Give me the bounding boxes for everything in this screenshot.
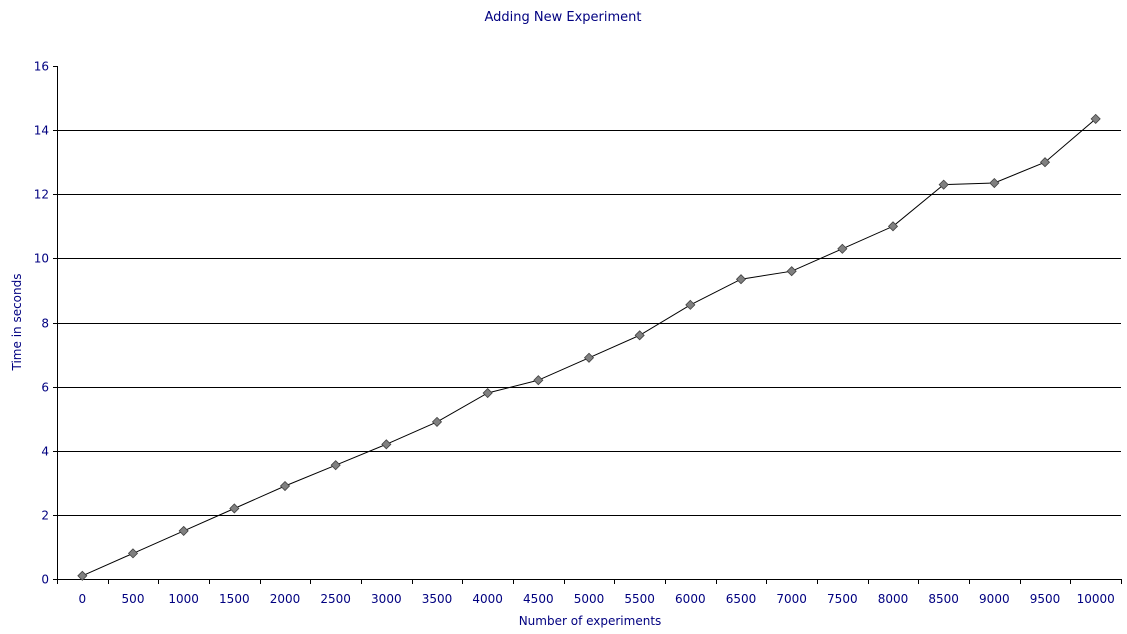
data-point (431, 416, 443, 427)
gridlines (57, 130, 1121, 516)
x-tick-label: 10000 (1077, 592, 1115, 606)
x-tick-label: 8000 (878, 592, 909, 606)
data-point (989, 177, 1000, 189)
chart-title: Adding New Experiment (484, 10, 641, 25)
data-point (229, 503, 240, 514)
x-tick-label: 1500 (219, 592, 250, 606)
data-point (330, 460, 341, 471)
data-point (583, 352, 595, 363)
y-tick-label: 0 (41, 573, 49, 587)
x-tick-label: 1000 (168, 592, 199, 606)
y-tick-label: 2 (41, 509, 49, 523)
data-point (634, 330, 645, 341)
y-tick-label: 4 (41, 445, 49, 459)
x-tick-label: 2500 (320, 592, 351, 606)
y-tick-labels: 0 2 4 6 8 10 12 14 16 (34, 60, 49, 587)
x-tick-label: 6500 (726, 592, 757, 606)
x-tick-label: 4500 (523, 592, 554, 606)
y-tick-label: 10 (34, 252, 49, 266)
data-point (938, 179, 949, 190)
x-tick-label: 6000 (675, 592, 706, 606)
data-point (1039, 157, 1051, 168)
x-tick-label: 0 (79, 592, 87, 606)
data-point (77, 570, 88, 581)
x-tick-label: 5000 (574, 592, 605, 606)
data-point (178, 525, 189, 536)
series (77, 113, 1101, 581)
x-tick-label: 8500 (928, 592, 959, 606)
data-point (1090, 113, 1101, 124)
x-tick-label: 9500 (1030, 592, 1061, 606)
y-axis-title: Time in seconds (10, 274, 24, 372)
x-tick-label: 5500 (624, 592, 655, 606)
x-axis-title: Number of experiments (519, 614, 662, 628)
data-point (381, 439, 392, 450)
data-point (533, 375, 544, 386)
y-tick-label: 6 (41, 381, 49, 395)
x-tick-label: 4000 (472, 592, 503, 606)
data-point (735, 274, 747, 285)
data-point (127, 548, 139, 559)
x-tick-label: 2000 (270, 592, 301, 606)
x-tick-label: 3500 (422, 592, 453, 606)
data-point (837, 243, 848, 254)
data-point (887, 221, 899, 232)
x-tick-label: 7000 (776, 592, 807, 606)
y-tick-label: 12 (34, 188, 49, 202)
x-tick-labels: 0 500 1000 1500 2000 2500 3000 3500 4000 4500 5000… (79, 592, 1115, 606)
x-tick-label: 500 (122, 592, 145, 606)
data-point (685, 299, 696, 310)
data-point (482, 387, 493, 399)
y-tick-label: 14 (34, 124, 49, 138)
x-tick-label: 7500 (827, 592, 858, 606)
y-tick-label: 8 (41, 317, 49, 331)
x-tick-label: 9000 (979, 592, 1010, 606)
y-tick-label: 16 (34, 60, 49, 74)
data-point (786, 266, 797, 277)
data-point (279, 480, 291, 492)
axes (53, 66, 1122, 584)
x-tick-label: 3000 (371, 592, 402, 606)
